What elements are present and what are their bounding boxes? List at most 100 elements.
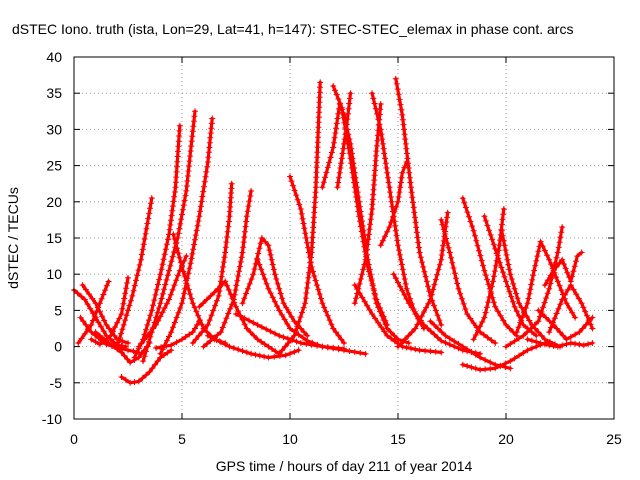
data-point-marker: [145, 317, 152, 324]
data-point-marker: [188, 255, 195, 262]
data-point-marker: [145, 338, 152, 345]
data-point-marker: [474, 327, 481, 334]
data-point-marker: [500, 317, 507, 324]
data-point-marker: [269, 346, 275, 352]
data-point-marker: [372, 291, 379, 298]
data-point-marker: [254, 336, 261, 343]
data-point-marker: [171, 193, 178, 200]
data-point-marker: [162, 246, 169, 253]
data-point-marker: [140, 241, 147, 248]
data-point-marker: [314, 282, 320, 289]
data-point-marker: [367, 221, 374, 228]
data-point-marker: [395, 91, 402, 98]
data-point-marker: [395, 198, 401, 205]
data-point-marker: [396, 96, 403, 103]
data-point-marker: [362, 256, 369, 263]
data-point-marker: [347, 90, 354, 97]
data-point-marker: [146, 368, 153, 375]
data-point-marker: [442, 332, 449, 339]
data-point-marker: [176, 225, 183, 232]
data-point-marker: [467, 218, 474, 225]
data-point-marker: [379, 140, 386, 147]
data-point-marker: [285, 340, 292, 346]
data-point-marker: [133, 349, 140, 356]
series-arc-17: [196, 278, 283, 357]
data-point-marker: [161, 352, 167, 358]
data-point-marker: [343, 126, 350, 133]
data-point-marker: [410, 199, 416, 206]
data-point-marker: [176, 122, 183, 129]
data-point-marker: [335, 346, 342, 353]
data-point-marker: [122, 376, 129, 383]
data-point-marker: [559, 224, 566, 231]
data-point-marker: [435, 266, 442, 273]
data-point-marker: [477, 354, 484, 361]
data-point-marker: [432, 276, 439, 283]
data-point-marker: [519, 314, 526, 321]
data-point-marker: [215, 285, 221, 292]
data-point-marker: [539, 311, 546, 317]
data-point-marker: [576, 329, 583, 336]
data-point-marker: [507, 358, 514, 365]
data-point-marker: [207, 292, 214, 299]
data-point-marker: [159, 309, 166, 316]
data-point-marker: [438, 216, 445, 223]
data-point-marker: [511, 303, 518, 310]
data-point-marker: [131, 282, 138, 289]
data-point-marker: [562, 291, 568, 298]
data-point-marker: [212, 302, 219, 309]
data-point-marker: [112, 324, 118, 331]
data-point-marker: [244, 208, 251, 215]
data-point-marker: [158, 295, 165, 302]
data-point-marker: [503, 343, 509, 350]
data-point-marker: [365, 236, 372, 243]
data-point-marker: [397, 184, 404, 191]
data-point-marker: [339, 109, 346, 116]
data-point-marker: [169, 253, 176, 260]
data-point-marker: [182, 333, 189, 340]
data-point-marker: [302, 230, 309, 237]
data-point-marker: [293, 338, 300, 345]
data-point-marker: [499, 269, 506, 276]
data-point-marker: [98, 323, 104, 330]
data-point-marker: [401, 336, 408, 343]
data-point-marker: [585, 317, 592, 324]
data-point-marker: [192, 232, 199, 239]
data-point-marker: [175, 250, 182, 256]
data-point-marker: [459, 195, 466, 202]
data-point-marker: [324, 312, 331, 319]
data-point-marker: [281, 316, 288, 323]
data-point-marker: [357, 349, 364, 356]
data-point-marker: [362, 350, 369, 357]
data-point-marker: [402, 140, 409, 147]
data-point-marker: [385, 179, 392, 186]
data-point-marker: [295, 331, 302, 338]
data-point-marker: [198, 321, 205, 328]
data-point-marker: [377, 126, 384, 133]
series-arc-44: [524, 336, 596, 350]
data-point-marker: [480, 331, 487, 338]
data-point-marker: [303, 235, 310, 241]
data-point-marker: [490, 299, 497, 306]
data-point-marker: [425, 283, 431, 290]
data-point-marker: [505, 261, 512, 268]
data-point-marker: [96, 341, 103, 348]
data-point-marker: [405, 290, 412, 297]
data-point-marker: [197, 203, 204, 210]
data-point-marker: [312, 277, 319, 284]
data-point-marker: [226, 343, 233, 350]
data-point-marker: [438, 329, 445, 336]
data-point-marker: [119, 345, 126, 352]
data-point-marker: [436, 317, 443, 324]
data-point-marker: [506, 266, 513, 273]
data-point-marker: [492, 365, 499, 372]
data-point-marker: [530, 272, 537, 279]
data-point-marker: [383, 165, 390, 171]
data-point-marker: [168, 342, 175, 349]
data-point-marker: [187, 291, 194, 298]
data-point-marker: [345, 110, 351, 117]
data-point-marker: [243, 349, 250, 356]
data-point-marker: [245, 203, 252, 210]
data-point-marker: [291, 332, 298, 339]
data-point-marker: [457, 290, 464, 297]
